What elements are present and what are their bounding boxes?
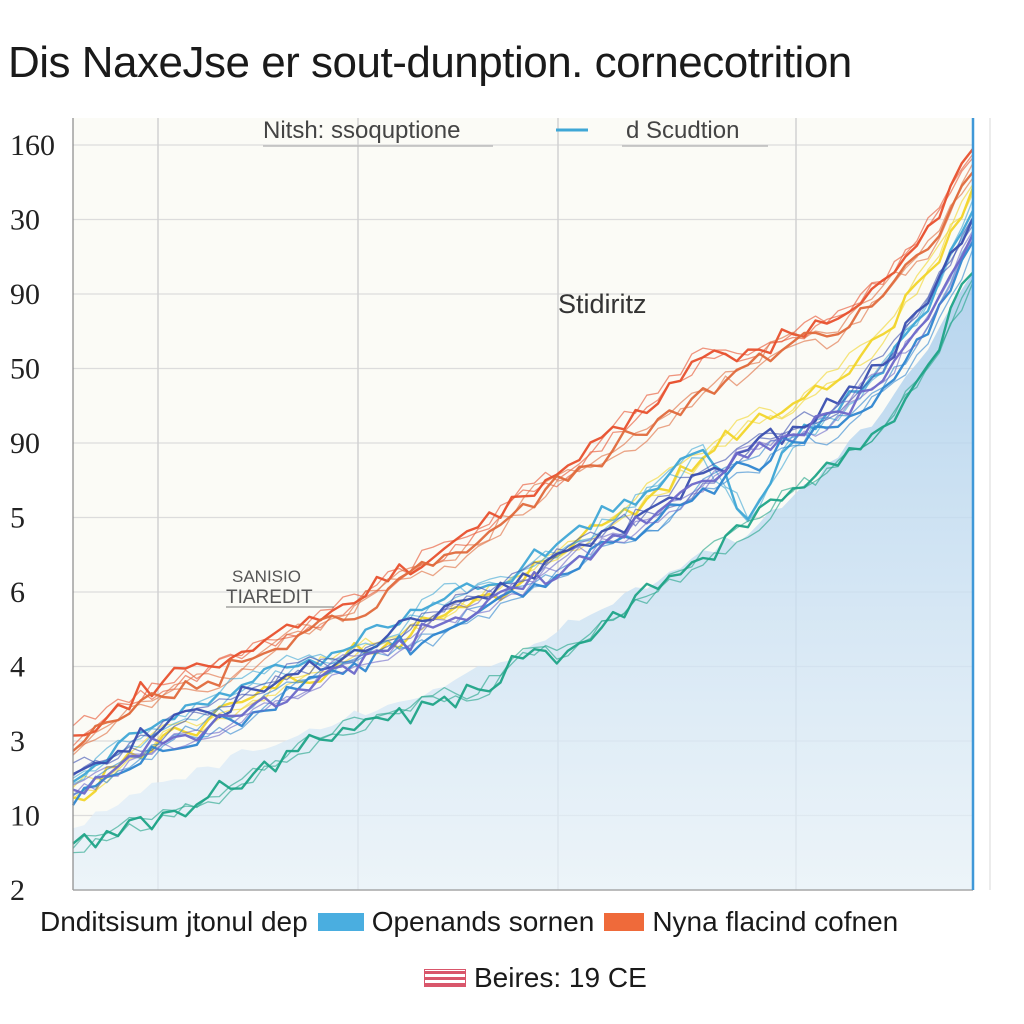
line-chart: 160 30 90 50 90 5 6 4 3 10 2 Nitsh: ssoquptione d … — [10, 117, 991, 900]
legend-label-nyna: Nyna flacind cofnen — [652, 906, 899, 937]
series-line-purple — [72, 233, 975, 795]
series-line-teal — [72, 271, 974, 849]
legend-item-openands: Openands sornen — [308, 906, 595, 938]
top-legend-label-1: Nitsh: ssoquptione — [263, 117, 460, 144]
y-tick-label: 50 — [10, 353, 40, 386]
legend-label-area: Dnditsisum jtonul dep — [40, 906, 308, 937]
legend-label-openands: Openands sornen — [371, 906, 595, 937]
legend-swatch-blue — [317, 913, 364, 931]
y-axis: 160 30 90 50 90 5 6 4 3 10 2 — [10, 129, 55, 900]
series-line-teal — [72, 281, 974, 849]
top-legend-label-2: d Scudtion — [626, 117, 739, 144]
y-tick-label: 10 — [10, 800, 40, 833]
chart-title: Dis NaxeJse er sout-dunption. cornecotri… — [8, 38, 852, 87]
y-tick-label: 5 — [10, 502, 25, 535]
series-lines — [71, 148, 975, 854]
series-line-purple — [72, 238, 974, 797]
y-tick-label: 160 — [10, 129, 55, 162]
annotation-sanisio: SANISIO — [232, 567, 301, 586]
area-series — [73, 272, 973, 890]
y-tick-label: 3 — [10, 725, 25, 758]
y-tick-label: 4 — [10, 651, 25, 684]
series-line-nyna-flacind-cofnen — [72, 148, 974, 737]
annotation-tiaredit: TIAREDIT — [226, 587, 313, 608]
series-line-nyna-flacind-cofnen-2 — [72, 177, 974, 756]
series-line-teal — [72, 278, 974, 854]
top-legend: Nitsh: ssoquptione d Scudtion — [263, 117, 768, 147]
y-tick-label: 30 — [10, 204, 40, 237]
bottom-legend: Dnditsisum jtonul dep Openands sornen Ny… — [40, 906, 1020, 938]
y-tick-label: 2 — [10, 874, 25, 900]
series-line-nyna-flacind-cofnen-2 — [72, 162, 974, 751]
y-tick-label: 90 — [10, 427, 40, 460]
series-line-openands-sornen — [72, 199, 974, 785]
series-line-blue-2 — [72, 248, 974, 795]
y-tick-label: 90 — [10, 278, 40, 311]
y-tick-label: 6 — [10, 576, 25, 609]
annotation-stidiritz: Stidiritz — [558, 289, 647, 319]
series-line-purple — [72, 230, 974, 786]
source-label: Beires: 19 CE — [474, 962, 647, 993]
series-line-navy — [72, 216, 974, 764]
series-line-nyna-flacind-cofnen — [72, 153, 974, 747]
source-swatch — [424, 969, 466, 987]
series-line-nyna-flacind-cofnen — [72, 157, 974, 727]
legend-item-nyna: Nyna flacind cofnen — [594, 906, 898, 938]
source-note: Beires: 19 CE — [424, 962, 647, 994]
legend-swatch-orange — [604, 913, 645, 931]
